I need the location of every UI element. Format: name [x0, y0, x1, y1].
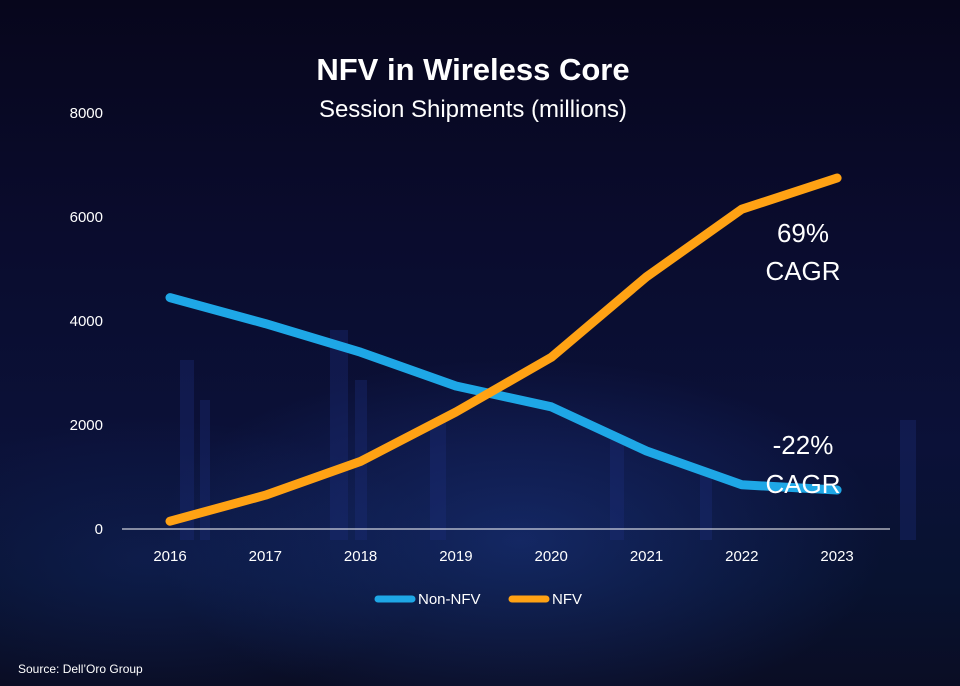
chart-subtitle: Session Shipments (millions): [319, 96, 627, 123]
source-note: Source: Dell’Oro Group: [18, 662, 143, 676]
x-tick-label: 2021: [630, 548, 663, 565]
legend: Non-NFV NFV: [374, 591, 582, 608]
y-tick-label: 4000: [70, 313, 103, 330]
background-decoration: [180, 330, 916, 540]
legend-label-nfv: NFV: [552, 591, 582, 608]
annotation-non-nfv-label: CAGR: [765, 469, 840, 499]
legend-label-non-nfv: Non-NFV: [418, 591, 481, 608]
annotation-nfv-label: CAGR: [765, 256, 840, 286]
x-tick-label: 2022: [725, 548, 758, 565]
x-tick-label: 2016: [153, 548, 186, 565]
annotation-nfv-value: 69%: [777, 218, 829, 248]
annotation-nfv: 69% CAGR: [765, 218, 840, 286]
annotation-non-nfv-value: -22%: [773, 430, 834, 460]
x-tick-label: 2018: [344, 548, 377, 565]
x-tick-label: 2020: [535, 548, 568, 565]
y-tick-label: 0: [95, 521, 103, 538]
series-line-non-nfv: [165, 293, 842, 495]
series-line-nfv: [165, 173, 842, 526]
chart-title: NFV in Wireless Core: [316, 52, 629, 87]
annotation-non-nfv: -22% CAGR: [765, 430, 840, 499]
y-tick-label: 6000: [70, 209, 103, 226]
x-tick-label: 2023: [820, 548, 853, 565]
y-tick-label: 2000: [70, 417, 103, 434]
series-lines: [165, 173, 842, 526]
x-tick-label: 2019: [439, 548, 472, 565]
y-tick-label: 8000: [70, 105, 103, 122]
y-axis-ticks: 0 2000 4000 6000 8000: [70, 105, 103, 538]
x-axis-ticks: 2016 2017 2018 2019 2020 2021 2022 2023: [153, 548, 853, 565]
x-tick-label: 2017: [249, 548, 282, 565]
